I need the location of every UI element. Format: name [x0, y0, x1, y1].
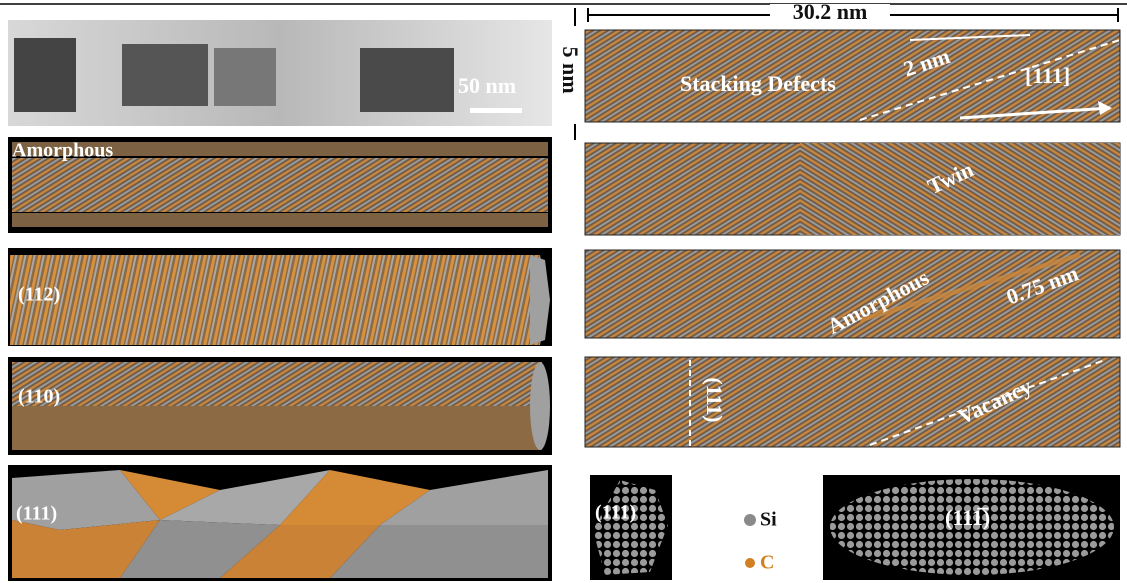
wire-111: (111): [8, 465, 552, 581]
stacking-panel: Stacking Defects 2 nm [111]: [585, 30, 1120, 122]
tem-panel: 50 nm: [8, 20, 552, 126]
wire-110: (110): [8, 357, 552, 455]
legend-label: Si: [760, 509, 777, 531]
cross-section-large: (111̅): [823, 475, 1120, 580]
panel-label: (110): [18, 386, 60, 408]
legend-label: C: [760, 552, 774, 574]
figure: 50 nm Amorphous (112) (110) (111) 30.2 n…: [0, 0, 1127, 583]
annotation: (111): [702, 377, 727, 422]
scale-label: 50 nm: [458, 73, 516, 98]
panel-label: (112): [18, 284, 60, 306]
panel-label: (111): [595, 502, 636, 524]
width-label: 5 nm: [558, 46, 583, 93]
wire-112: (112): [8, 248, 552, 346]
panel-label: Amorphous: [12, 140, 113, 162]
annotation: Stacking Defects: [680, 71, 836, 96]
amorphous-layer-panel: Amorphous 0.75 nm: [585, 250, 1120, 339]
amorphous-panel: Amorphous: [8, 137, 552, 233]
twin-panel: Twin: [585, 143, 1120, 235]
vacancy-panel: (111) Vacancy: [585, 357, 1120, 447]
panel-label: (111): [16, 503, 57, 525]
length-label: 30.2 nm: [793, 0, 868, 24]
legend: Si C: [744, 509, 777, 574]
annotation: [111]: [1025, 63, 1070, 88]
panel-label: (111̅): [945, 505, 990, 530]
cross-section-small: (111): [590, 475, 672, 580]
